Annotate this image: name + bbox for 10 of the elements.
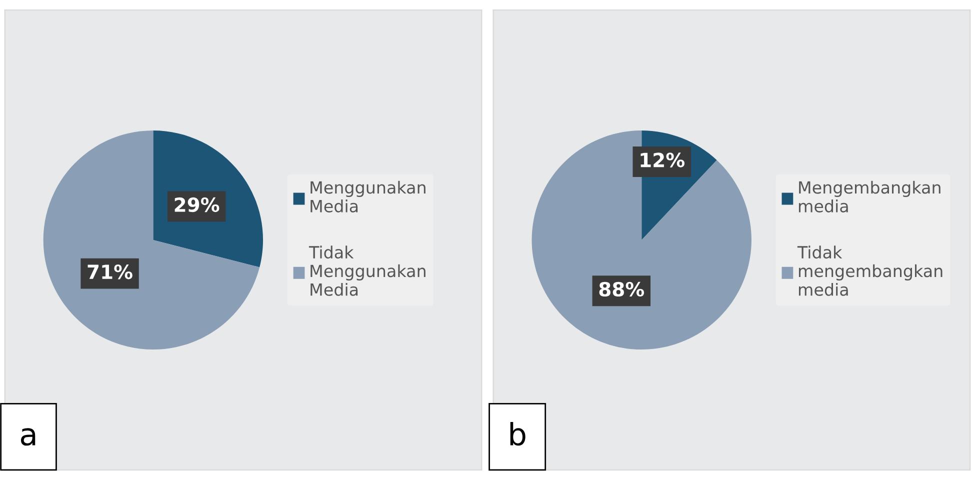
data-label: 71% xyxy=(88,264,132,280)
data-label: 12% xyxy=(640,152,684,168)
data-label: 88% xyxy=(599,282,644,297)
legend-label: Mengembangkan media xyxy=(798,180,940,212)
legend-label: Menggunakan Media xyxy=(310,180,426,212)
text: a xyxy=(21,428,36,446)
data-label: 29% xyxy=(174,197,220,212)
text: b xyxy=(510,422,526,446)
legend-label: Tidak Menggunakan Media xyxy=(308,246,426,296)
legend-label: Tidak mengembangkan media xyxy=(797,246,942,296)
